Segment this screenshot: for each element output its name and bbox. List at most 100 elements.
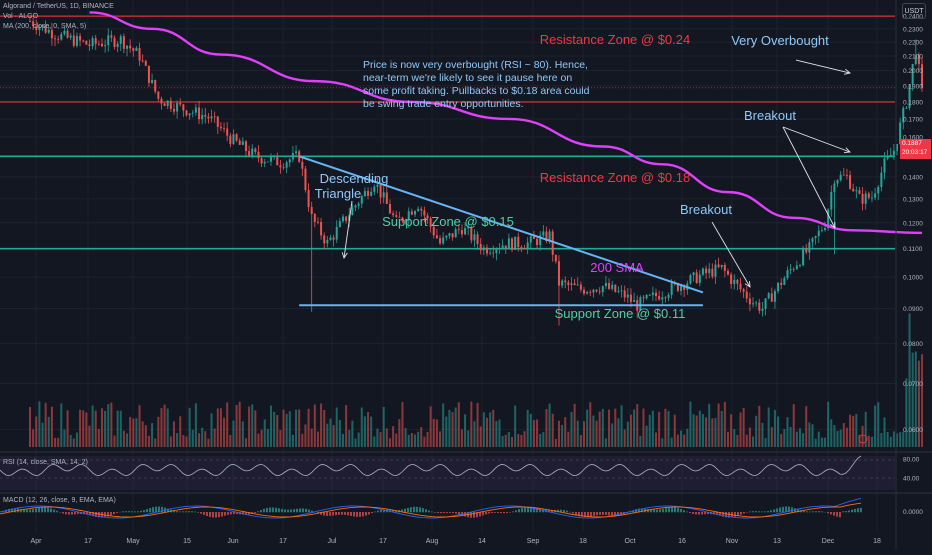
candle[interactable] bbox=[655, 293, 657, 296]
candle[interactable] bbox=[755, 303, 757, 304]
candle[interactable] bbox=[54, 38, 56, 39]
candle[interactable] bbox=[721, 265, 723, 267]
candle[interactable] bbox=[264, 162, 266, 164]
candle[interactable] bbox=[477, 234, 479, 244]
candle[interactable] bbox=[67, 31, 69, 38]
candle[interactable] bbox=[630, 295, 632, 302]
candle[interactable] bbox=[317, 222, 319, 223]
candle[interactable] bbox=[179, 103, 181, 105]
candle[interactable] bbox=[880, 173, 882, 187]
candle[interactable] bbox=[301, 162, 303, 169]
candle[interactable] bbox=[611, 285, 613, 289]
candle[interactable] bbox=[448, 233, 450, 236]
candle[interactable] bbox=[342, 217, 344, 222]
candle[interactable] bbox=[358, 204, 360, 206]
candle[interactable] bbox=[520, 247, 522, 248]
candle[interactable] bbox=[705, 269, 707, 273]
candle[interactable] bbox=[868, 193, 870, 197]
candle[interactable] bbox=[417, 209, 419, 211]
candle[interactable] bbox=[311, 207, 313, 214]
candle[interactable] bbox=[502, 246, 504, 249]
candle[interactable] bbox=[198, 108, 200, 120]
candle[interactable] bbox=[765, 298, 767, 309]
candle[interactable] bbox=[239, 141, 241, 145]
candle[interactable] bbox=[833, 184, 835, 192]
candle[interactable] bbox=[489, 253, 491, 254]
candle[interactable] bbox=[292, 153, 294, 159]
candle[interactable] bbox=[151, 80, 153, 83]
candle[interactable] bbox=[849, 175, 851, 189]
candle[interactable] bbox=[796, 265, 798, 269]
candle[interactable] bbox=[855, 190, 857, 191]
candle[interactable] bbox=[314, 214, 316, 222]
candle[interactable] bbox=[771, 293, 773, 301]
candle[interactable] bbox=[542, 232, 544, 236]
candle[interactable] bbox=[580, 285, 582, 290]
rsi-legend[interactable]: RSI (14, close, SMA, 14, 2) bbox=[3, 459, 88, 466]
candle[interactable] bbox=[339, 221, 341, 227]
candle[interactable] bbox=[76, 36, 78, 46]
candle[interactable] bbox=[780, 283, 782, 285]
volume-legend[interactable]: Vol · ALGO bbox=[3, 13, 38, 20]
candle[interactable] bbox=[808, 242, 810, 252]
candle[interactable] bbox=[786, 270, 788, 278]
candle[interactable] bbox=[242, 141, 244, 145]
candle[interactable] bbox=[336, 227, 338, 240]
candle[interactable] bbox=[627, 295, 629, 298]
candle[interactable] bbox=[818, 231, 820, 236]
candle[interactable] bbox=[110, 35, 112, 37]
currency-button[interactable]: USDT bbox=[902, 3, 926, 19]
candle[interactable] bbox=[195, 108, 197, 113]
candle[interactable] bbox=[862, 194, 864, 204]
candle[interactable] bbox=[345, 217, 347, 221]
candle[interactable] bbox=[370, 192, 372, 196]
candle[interactable] bbox=[567, 282, 569, 285]
candle[interactable] bbox=[304, 169, 306, 190]
candle[interactable] bbox=[492, 253, 494, 254]
candle[interactable] bbox=[871, 198, 873, 199]
candle[interactable] bbox=[530, 236, 532, 242]
candle[interactable] bbox=[283, 167, 285, 168]
candle[interactable] bbox=[29, 21, 31, 22]
candle[interactable] bbox=[812, 238, 814, 242]
candle[interactable] bbox=[70, 36, 72, 38]
candle[interactable] bbox=[276, 155, 278, 165]
candle[interactable] bbox=[286, 162, 288, 167]
candle[interactable] bbox=[383, 192, 385, 197]
candle[interactable] bbox=[589, 292, 591, 293]
candle[interactable] bbox=[167, 101, 169, 106]
candle[interactable] bbox=[470, 228, 472, 241]
candle[interactable] bbox=[245, 141, 247, 151]
candle[interactable] bbox=[139, 48, 141, 61]
candle[interactable] bbox=[649, 295, 651, 296]
candle[interactable] bbox=[207, 117, 209, 119]
candle[interactable] bbox=[107, 35, 109, 45]
candle[interactable] bbox=[614, 285, 616, 292]
candle[interactable] bbox=[226, 129, 228, 136]
candle[interactable] bbox=[229, 136, 231, 144]
sma-legend[interactable]: MA (200, close, 0, SMA, 5) bbox=[3, 23, 86, 30]
candle[interactable] bbox=[696, 272, 698, 283]
candle[interactable] bbox=[887, 156, 889, 159]
candle[interactable] bbox=[718, 265, 720, 267]
candle[interactable] bbox=[802, 249, 804, 265]
candle[interactable] bbox=[257, 152, 259, 158]
candle[interactable] bbox=[564, 281, 566, 283]
candle[interactable] bbox=[135, 48, 137, 51]
candle[interactable] bbox=[154, 80, 156, 92]
candle[interactable] bbox=[508, 238, 510, 248]
candle[interactable] bbox=[558, 261, 560, 285]
candle[interactable] bbox=[289, 159, 291, 162]
candle[interactable] bbox=[608, 283, 610, 289]
candle[interactable] bbox=[846, 175, 848, 176]
candle[interactable] bbox=[642, 297, 644, 298]
candle[interactable] bbox=[524, 249, 526, 250]
candle[interactable] bbox=[736, 280, 738, 284]
candle[interactable] bbox=[730, 275, 732, 284]
candle[interactable] bbox=[661, 297, 663, 299]
candle[interactable] bbox=[326, 240, 328, 243]
candle[interactable] bbox=[92, 38, 94, 46]
candle[interactable] bbox=[445, 236, 447, 238]
candle[interactable] bbox=[602, 286, 604, 292]
